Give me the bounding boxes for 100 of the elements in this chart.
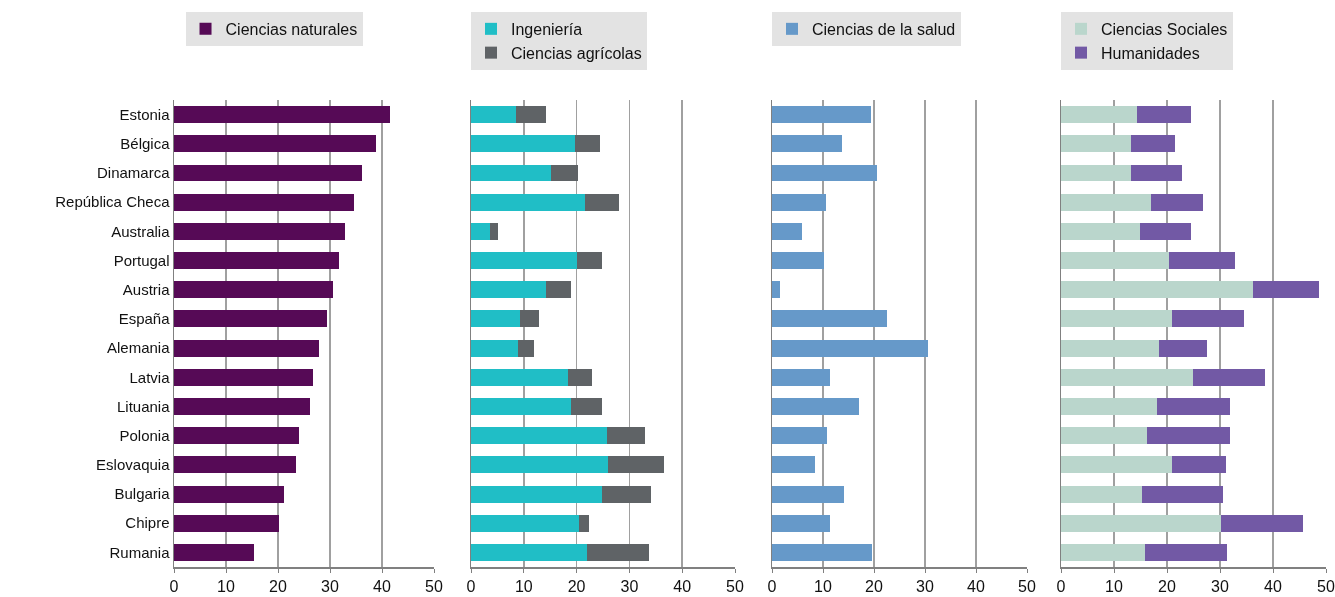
x-tick-label: 10	[217, 577, 235, 595]
legend-label: Ingeniería	[511, 21, 583, 39]
bar	[1130, 135, 1176, 153]
x-tick-label: 40	[673, 577, 692, 595]
x-tick-label: 50	[1018, 577, 1036, 595]
bar	[772, 164, 878, 182]
x-tick-label: 40	[1264, 577, 1282, 595]
bar	[772, 193, 826, 211]
bar	[174, 281, 333, 299]
bar	[1061, 543, 1145, 561]
x-tick-label: 10	[814, 577, 832, 595]
bar	[515, 106, 546, 124]
bar	[1061, 339, 1159, 357]
x-tick-label: 20	[1158, 577, 1176, 595]
x-tick-label: 30	[1211, 577, 1229, 595]
bar	[174, 456, 297, 474]
y-tick-label: Estonia	[119, 105, 171, 123]
bar	[174, 310, 328, 328]
bar	[1137, 106, 1191, 124]
bar	[1061, 485, 1142, 503]
bar	[1144, 543, 1228, 561]
x-tick-label: 50	[726, 577, 744, 595]
bar	[520, 310, 540, 328]
bar	[471, 193, 585, 211]
bar	[174, 514, 279, 532]
bar	[471, 485, 602, 503]
bar	[772, 106, 871, 124]
x-tick-label: 0	[1056, 577, 1066, 595]
legend-label: Ciencias naturales	[225, 21, 358, 39]
bar	[570, 398, 602, 415]
bar	[471, 427, 607, 445]
bar	[471, 222, 491, 240]
y-tick-label: Polonia	[119, 426, 171, 444]
bar	[174, 135, 377, 153]
bar	[1061, 281, 1254, 299]
bar	[1061, 398, 1158, 415]
y-tick-label: Austria	[122, 280, 171, 298]
bar	[575, 135, 601, 153]
bar	[772, 339, 928, 357]
y-tick-label: Bélgica	[120, 135, 171, 153]
legend-label: Humanidades	[1101, 44, 1200, 62]
bar	[1221, 514, 1303, 532]
bar	[471, 398, 571, 415]
bar	[1061, 193, 1152, 211]
x-tick-label: 0	[169, 577, 179, 595]
y-tick-label: Latvia	[129, 368, 171, 386]
bar	[567, 368, 593, 386]
x-tick-label: 20	[269, 577, 287, 595]
x-tick-label: 30	[321, 577, 339, 595]
y-tick-label: Bulgaria	[114, 485, 171, 503]
bar	[772, 135, 842, 153]
y-tick-label: República Checa	[55, 193, 171, 211]
bar	[490, 222, 499, 240]
bar	[772, 368, 831, 386]
y-tick-label: Australia	[111, 222, 171, 240]
bar	[1061, 135, 1131, 153]
bar	[174, 252, 340, 269]
x-tick-label: 0	[767, 577, 777, 595]
x-tick-label: 50	[1317, 577, 1335, 595]
bar	[471, 106, 516, 124]
bar	[1061, 222, 1140, 240]
bar	[1168, 252, 1235, 269]
bar	[1139, 222, 1191, 240]
bar	[174, 222, 346, 240]
bar	[174, 398, 311, 415]
bar	[772, 398, 859, 415]
bar	[174, 368, 314, 386]
bar	[471, 456, 609, 474]
bar	[772, 222, 802, 240]
bar	[601, 485, 651, 503]
bar	[772, 543, 873, 561]
bar	[174, 543, 255, 561]
bar	[471, 252, 578, 269]
bar	[1061, 106, 1138, 124]
bar	[1171, 310, 1245, 328]
y-tick-label: Alemania	[106, 339, 171, 357]
x-tick-label: 30	[916, 577, 934, 595]
bar	[772, 252, 825, 269]
legend-label: Ciencias agrícolas	[511, 44, 642, 62]
bar	[772, 427, 827, 445]
bar	[772, 310, 888, 328]
bar	[1141, 485, 1224, 503]
bar	[471, 339, 518, 357]
x-tick-label: 0	[466, 577, 476, 595]
bar	[517, 339, 534, 357]
y-tick-label: Portugal	[113, 251, 170, 269]
bar	[471, 135, 576, 153]
bar	[174, 106, 391, 124]
x-tick-label: 10	[514, 577, 533, 595]
bar	[174, 193, 354, 211]
bar	[471, 543, 587, 561]
y-tick-label: Rumania	[109, 543, 171, 561]
bar	[577, 252, 602, 269]
x-tick-label: 40	[967, 577, 985, 595]
x-tick-label: 10	[1105, 577, 1123, 595]
bar	[1147, 427, 1230, 445]
y-tick-label: Dinamarca	[96, 164, 171, 182]
bar	[1061, 310, 1172, 328]
bar	[471, 281, 546, 299]
bar	[1130, 164, 1182, 182]
